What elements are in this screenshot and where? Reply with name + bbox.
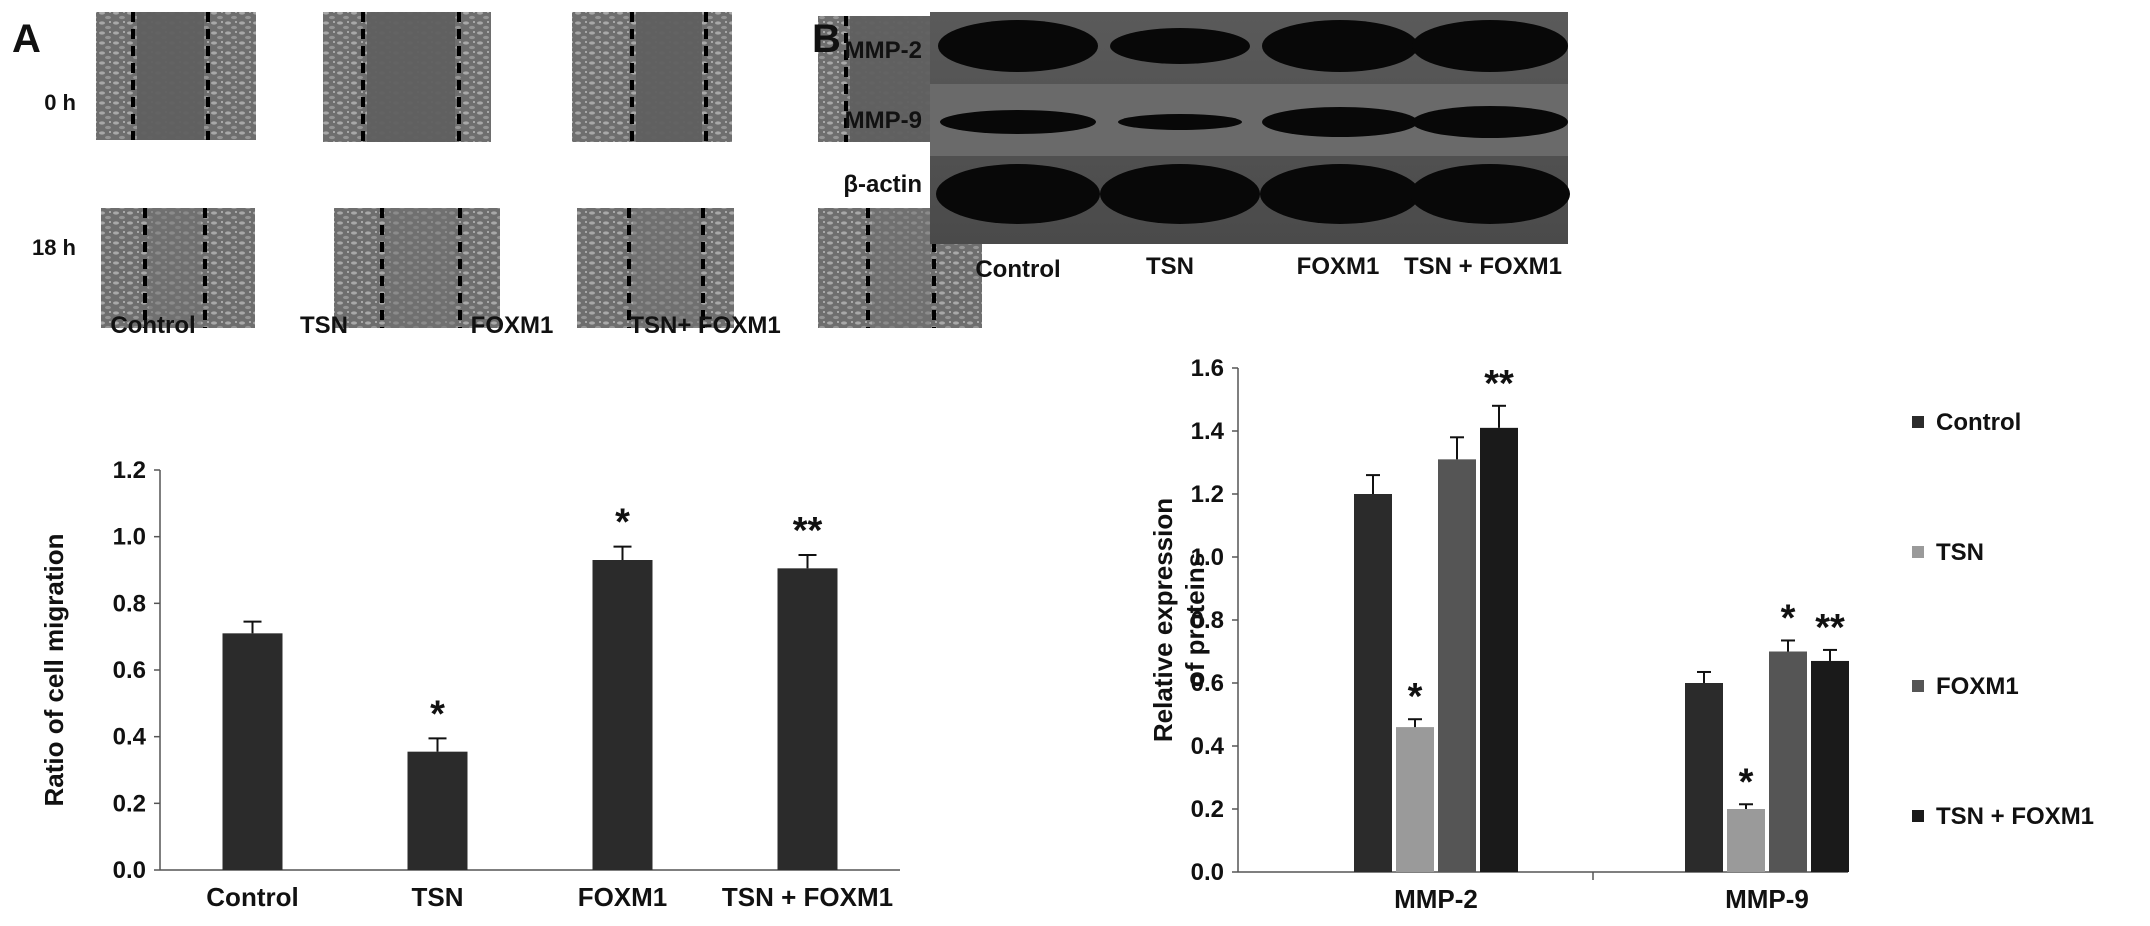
image-label-tsn: TSN bbox=[300, 312, 348, 339]
image-label-foxm1: FOXM1 bbox=[471, 312, 554, 339]
protein-expression-chart: 0.0 0.2 0.4 0.6 0.8 1.0 1.2 1.4 1.6 Relative expr… bbox=[1148, 355, 2094, 914]
legend-swatch bbox=[1912, 680, 1924, 692]
y-axis-label: Ratio of cell migration bbox=[39, 533, 69, 806]
blot-band bbox=[1410, 164, 1570, 224]
lane-label-control: Control bbox=[975, 256, 1060, 283]
significance-marker: * bbox=[1739, 761, 1754, 803]
blot-band bbox=[1412, 20, 1568, 72]
y-tick-label: 1.4 bbox=[1191, 418, 1225, 445]
bar bbox=[1396, 727, 1434, 872]
blot-band bbox=[1262, 20, 1418, 72]
blot-label-actin: β-actin bbox=[843, 171, 922, 198]
image-label-control: Control bbox=[110, 312, 195, 339]
blot-band bbox=[940, 110, 1096, 134]
bar bbox=[592, 560, 653, 870]
lane-label-foxm1: FOXM1 bbox=[1297, 253, 1380, 280]
significance-marker: ** bbox=[1815, 607, 1845, 649]
x-tick-label: MMP-9 bbox=[1725, 884, 1809, 914]
blot-label-mmp2: MMP-2 bbox=[845, 37, 922, 64]
bar bbox=[222, 633, 283, 870]
cell-migration-chart: 0.0 0.2 0.4 0.6 0.8 1.0 1.2 Ratio of cell migra… bbox=[39, 457, 900, 912]
scratch-image bbox=[101, 208, 255, 328]
scratch-image bbox=[572, 12, 732, 142]
lane-label-tsn-foxm1: TSN + FOXM1 bbox=[1404, 253, 1562, 280]
y-tick-label: 0.0 bbox=[113, 857, 146, 884]
y-tick-label: 0.6 bbox=[113, 657, 146, 684]
x-tick-label: MMP-2 bbox=[1394, 884, 1478, 914]
row-label-18h: 18 h bbox=[32, 235, 76, 260]
y-tick-label: 0.4 bbox=[1191, 733, 1225, 760]
blot-band bbox=[1110, 28, 1250, 64]
blot-band bbox=[1412, 106, 1568, 138]
blot-band bbox=[1118, 114, 1242, 130]
scratch-image bbox=[323, 12, 491, 142]
significance-marker: ** bbox=[793, 510, 823, 552]
blot-band bbox=[938, 20, 1098, 72]
bar bbox=[1811, 660, 1849, 872]
bar bbox=[1727, 809, 1765, 872]
x-tick-label: TSN bbox=[412, 882, 464, 912]
significance-marker: * bbox=[1408, 676, 1423, 718]
significance-marker: ** bbox=[1484, 363, 1514, 405]
y-tick-label: 1.0 bbox=[113, 524, 146, 551]
y-tick-label: 0.8 bbox=[1191, 607, 1224, 634]
panel-b-letter: B bbox=[812, 17, 841, 61]
legend-label: TSN + FOXM1 bbox=[1936, 803, 2094, 830]
blot-band bbox=[1260, 164, 1420, 224]
legend-label: TSN bbox=[1936, 539, 1984, 566]
blot-band bbox=[936, 164, 1100, 224]
significance-marker: * bbox=[615, 502, 630, 544]
panel-a-letter: A bbox=[12, 17, 41, 61]
blot-label-mmp9: MMP-9 bbox=[845, 107, 922, 134]
row-label-0h: 0 h bbox=[44, 90, 76, 115]
legend-swatch bbox=[1912, 416, 1924, 428]
bar bbox=[1685, 683, 1723, 872]
image-label-tsn-foxm1: TSN+ FOXM1 bbox=[629, 312, 780, 339]
bar bbox=[1438, 459, 1476, 872]
significance-marker: * bbox=[1781, 597, 1796, 639]
bar bbox=[1354, 494, 1392, 872]
y-tick-label: 1.0 bbox=[1191, 544, 1224, 571]
y-tick-label: 0.4 bbox=[113, 724, 147, 751]
y-tick-label: 1.2 bbox=[1191, 481, 1224, 508]
bar bbox=[407, 751, 468, 870]
x-tick-label: FOXM1 bbox=[578, 882, 668, 912]
blot-bands bbox=[936, 20, 1570, 224]
y-axis-label: Relative expressionof proteins bbox=[1148, 498, 1210, 742]
x-tick-label: Control bbox=[206, 882, 298, 912]
y-tick-label: 0.6 bbox=[1191, 670, 1224, 697]
scratch-image bbox=[334, 208, 500, 328]
y-tick-label: 0.2 bbox=[1191, 796, 1224, 823]
scratch-image bbox=[577, 208, 734, 328]
y-tick-label: 0.8 bbox=[113, 590, 146, 617]
y-tick-label: 0.0 bbox=[1191, 859, 1224, 886]
significance-marker: * bbox=[430, 693, 445, 735]
legend-label: FOXM1 bbox=[1936, 673, 2019, 700]
legend-swatch bbox=[1912, 546, 1924, 558]
y-tick-label: 1.6 bbox=[1191, 355, 1224, 382]
legend-label: Control bbox=[1936, 409, 2021, 436]
y-tick-label: 0.2 bbox=[113, 790, 146, 817]
blot-band bbox=[1262, 107, 1418, 137]
bar bbox=[777, 568, 838, 870]
blot-band bbox=[1100, 164, 1260, 224]
x-tick-label: TSN + FOXM1 bbox=[722, 882, 893, 912]
lane-label-tsn: TSN bbox=[1146, 253, 1194, 280]
scratch-image bbox=[96, 12, 256, 140]
y-tick-label: 1.2 bbox=[113, 457, 146, 484]
bar bbox=[1480, 427, 1518, 872]
bar bbox=[1769, 651, 1807, 872]
legend-swatch bbox=[1912, 810, 1924, 822]
